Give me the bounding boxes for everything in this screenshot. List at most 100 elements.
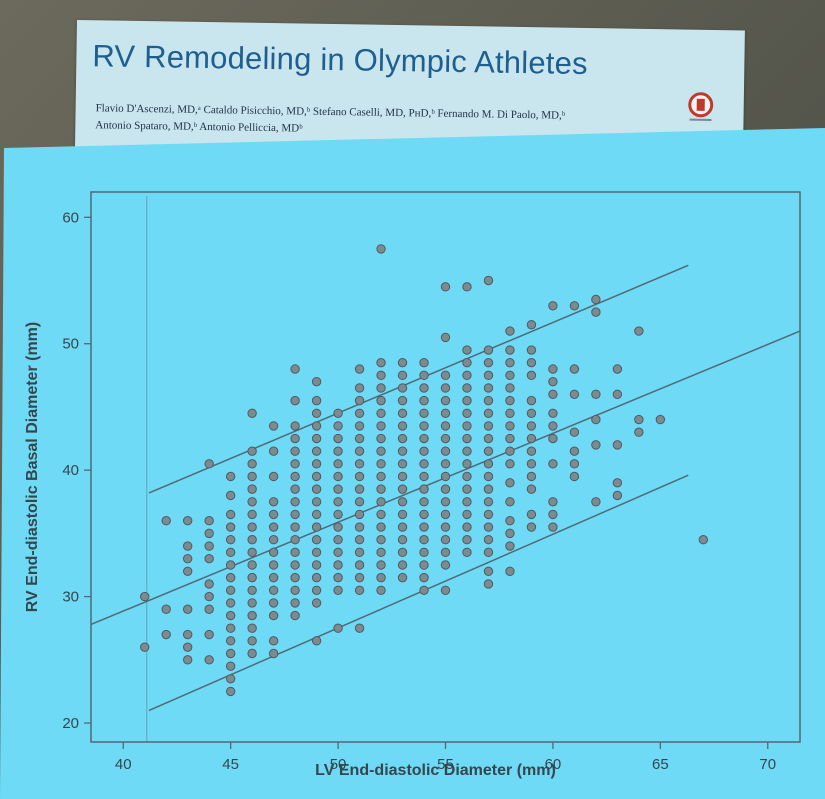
data-point	[397, 560, 408, 570]
data-point	[311, 408, 322, 418]
data-point	[311, 446, 322, 456]
data-point	[591, 307, 601, 317]
data-point	[333, 522, 343, 532]
data-point	[247, 598, 257, 608]
data-point	[526, 446, 537, 456]
data-point	[440, 471, 451, 482]
data-point	[247, 623, 257, 633]
data-point	[354, 509, 365, 520]
data-point	[526, 320, 537, 330]
regression-line-lower	[148, 474, 689, 712]
data-point	[419, 446, 429, 456]
data-point	[290, 471, 300, 482]
data-point	[634, 414, 644, 425]
data-point	[462, 547, 472, 558]
data-point	[290, 484, 300, 494]
data-point	[419, 408, 429, 418]
data-point	[397, 509, 408, 520]
data-point	[333, 471, 343, 482]
data-point	[591, 414, 601, 425]
data-point	[397, 522, 408, 532]
x-tick-label-55: 55	[437, 756, 454, 773]
data-point	[419, 535, 429, 545]
data-point	[247, 471, 257, 482]
data-point	[376, 547, 386, 558]
data-point	[591, 440, 601, 450]
x-tick-label-70: 70	[759, 756, 776, 773]
data-point	[440, 547, 451, 558]
data-point	[182, 655, 193, 665]
data-point	[311, 509, 322, 520]
data-point	[376, 572, 386, 583]
data-point	[548, 376, 558, 387]
data-point	[483, 357, 494, 368]
data-point	[268, 446, 279, 456]
data-point	[548, 497, 558, 507]
data-point	[268, 497, 279, 507]
data-point	[548, 459, 558, 469]
data-point	[268, 509, 279, 520]
data-point	[462, 446, 472, 456]
data-point	[505, 357, 515, 368]
data-point	[354, 446, 365, 456]
data-point	[268, 421, 279, 431]
data-point	[311, 560, 322, 570]
data-point	[354, 364, 365, 374]
data-point	[397, 357, 408, 368]
data-point	[397, 433, 408, 444]
data-point	[483, 395, 494, 406]
data-point	[311, 433, 322, 444]
data-point	[333, 585, 343, 595]
data-point	[290, 560, 300, 570]
data-point	[419, 421, 429, 431]
data-point	[247, 636, 257, 646]
data-point	[354, 572, 365, 583]
data-point	[505, 383, 515, 393]
y-tick-label-50: 50	[62, 336, 79, 353]
data-point	[333, 484, 343, 494]
data-point	[376, 370, 386, 381]
data-point	[591, 294, 601, 305]
data-point	[204, 516, 214, 526]
data-point	[376, 535, 386, 545]
data-point	[483, 566, 494, 577]
data-point	[225, 686, 236, 697]
data-point	[290, 610, 300, 621]
data-point	[354, 408, 365, 418]
data-point	[376, 421, 386, 431]
data-point	[290, 509, 300, 520]
data-point	[247, 408, 257, 418]
data-point	[440, 484, 451, 494]
data-point	[225, 560, 236, 570]
data-point	[526, 484, 537, 494]
data-point	[204, 579, 214, 589]
data-point	[548, 421, 558, 431]
data-point	[376, 244, 386, 254]
data-point	[376, 408, 386, 418]
data-point	[182, 566, 193, 577]
data-point	[440, 535, 451, 545]
data-point	[591, 497, 601, 507]
data-point	[268, 547, 279, 558]
data-point	[354, 459, 365, 469]
data-point	[548, 301, 558, 311]
data-point	[462, 282, 472, 292]
data-point	[268, 648, 279, 659]
data-point	[354, 547, 365, 558]
data-point	[526, 357, 537, 368]
data-point	[333, 497, 343, 507]
data-point	[483, 421, 494, 431]
data-point	[462, 522, 472, 532]
data-point	[548, 509, 558, 520]
data-point	[290, 364, 300, 374]
data-point	[569, 389, 580, 399]
data-point	[354, 497, 365, 507]
data-point	[225, 636, 236, 646]
y-axis-title: RV End-diastolic Basal Diameter (mm)	[24, 322, 41, 612]
data-point	[462, 484, 472, 494]
data-point	[247, 535, 257, 545]
data-point	[247, 509, 257, 520]
data-point	[483, 275, 494, 286]
data-point	[483, 383, 494, 393]
paper-header-card: RV Remodeling in Olympic Athletes Flavio…	[74, 20, 745, 181]
